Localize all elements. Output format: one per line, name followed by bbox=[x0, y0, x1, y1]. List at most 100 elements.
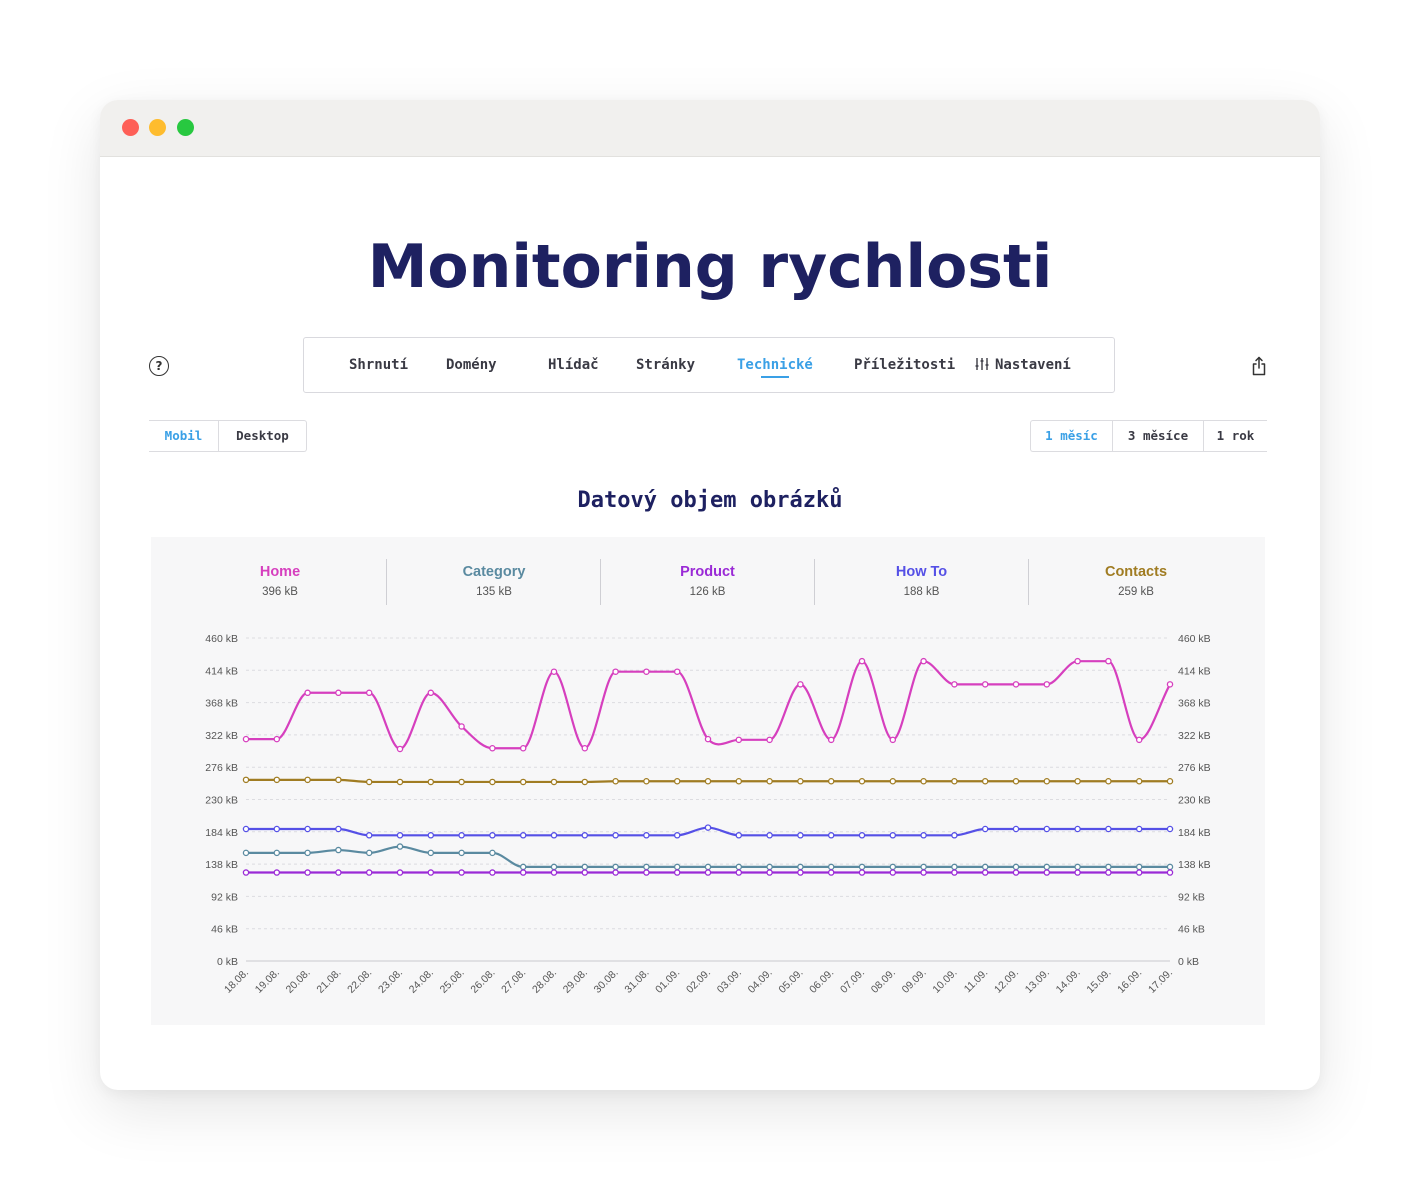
x-tick-label: 04.09. bbox=[746, 967, 775, 996]
data-point-how-to bbox=[643, 832, 650, 839]
legend-product[interactable]: Product 126 kB bbox=[601, 559, 814, 605]
data-point-category bbox=[951, 863, 958, 871]
x-tick-label: 21.08. bbox=[314, 967, 343, 996]
tab-nastaveni[interactable]: Nastavení bbox=[975, 338, 1071, 392]
x-tick-label: 06.09. bbox=[807, 967, 836, 996]
period-1-month-button[interactable]: 1 měsíc bbox=[1045, 428, 1098, 443]
data-point-how-to bbox=[1012, 825, 1020, 833]
legend-value: 396 kB bbox=[262, 586, 298, 598]
help-icon[interactable]: ? bbox=[149, 356, 169, 376]
data-point-contacts bbox=[242, 776, 250, 784]
data-point-product bbox=[550, 869, 558, 876]
y-tick-label-left: 276 kB bbox=[205, 762, 238, 774]
y-tick-label-left: 46 kB bbox=[211, 924, 238, 936]
data-point-how-to bbox=[889, 832, 897, 839]
x-tick-label: 10.09. bbox=[930, 967, 959, 996]
legend-name: Home bbox=[259, 564, 301, 580]
data-point-home bbox=[1074, 657, 1081, 665]
x-tick-label: 01.09. bbox=[653, 967, 682, 996]
y-tick-label-right: 46 kB bbox=[1178, 924, 1205, 936]
x-tick-label: 09.09. bbox=[900, 967, 929, 996]
data-point-home bbox=[920, 657, 927, 665]
tab-technicke[interactable]: Technické bbox=[737, 338, 813, 392]
data-point-home bbox=[673, 668, 681, 675]
data-point-category bbox=[735, 863, 743, 871]
device-desktop-button[interactable]: Desktop bbox=[218, 421, 306, 451]
page-title: Monitoring rychlosti bbox=[367, 232, 1053, 302]
tab-hlidac[interactable]: Hlídač bbox=[548, 338, 599, 392]
share-icon[interactable] bbox=[1251, 356, 1267, 376]
x-tick-label: 15.09. bbox=[1084, 967, 1113, 996]
data-point-contacts bbox=[427, 778, 435, 786]
data-point-home bbox=[396, 745, 404, 753]
data-point-contacts bbox=[735, 777, 743, 785]
x-tick-label: 17.09. bbox=[1146, 967, 1175, 996]
data-point-contacts bbox=[335, 776, 342, 784]
data-point-category bbox=[1043, 863, 1051, 871]
y-tick-label-left: 230 kB bbox=[205, 795, 238, 807]
active-tab-indicator bbox=[760, 376, 789, 378]
tab-label: Hlídač bbox=[548, 357, 599, 373]
y-tick-label-right: 138 kB bbox=[1178, 859, 1211, 871]
x-tick-label: 30.08. bbox=[592, 967, 621, 996]
maximize-window-button[interactable] bbox=[177, 119, 194, 136]
data-point-how-to bbox=[304, 825, 311, 833]
x-tick-label: 22.08. bbox=[345, 967, 374, 996]
tab-prilezitosti[interactable]: Příležitosti bbox=[854, 338, 955, 392]
tab-stranky[interactable]: Stránky bbox=[636, 338, 695, 392]
legend-how-to[interactable]: How To 188 kB bbox=[815, 559, 1028, 605]
data-point-product bbox=[951, 869, 958, 876]
x-tick-label: 08.09. bbox=[869, 967, 898, 996]
period-3-months-button[interactable]: 3 měsíce bbox=[1112, 421, 1203, 451]
legend-contacts[interactable]: Contacts 259 kB bbox=[1029, 559, 1243, 605]
data-point-product bbox=[643, 869, 650, 876]
data-point-contacts bbox=[1012, 777, 1020, 785]
data-point-contacts bbox=[458, 778, 465, 786]
data-point-home bbox=[889, 736, 897, 744]
x-tick-label: 11.09. bbox=[962, 967, 991, 996]
data-point-category bbox=[673, 863, 681, 871]
x-tick-label: 31.08. bbox=[622, 967, 651, 996]
data-point-product bbox=[981, 869, 989, 876]
legend-value: 188 kB bbox=[903, 586, 940, 598]
minimize-window-button[interactable] bbox=[149, 119, 166, 136]
chart-title: Datový objem obrázků bbox=[577, 488, 843, 513]
legend-name: Category bbox=[462, 564, 526, 580]
y-tick-label-right: 322 kB bbox=[1178, 730, 1211, 742]
data-point-contacts bbox=[889, 777, 897, 785]
legend-name: How To bbox=[895, 564, 948, 580]
data-point-category bbox=[519, 863, 527, 871]
data-point-home bbox=[858, 657, 866, 665]
data-point-contacts bbox=[273, 776, 281, 784]
period-1-year-button[interactable]: 1 rok bbox=[1203, 421, 1267, 451]
data-point-contacts bbox=[951, 777, 958, 785]
data-point-category bbox=[304, 849, 311, 857]
y-tick-label-right: 230 kB bbox=[1178, 795, 1211, 807]
tab-label: Technické bbox=[737, 357, 813, 373]
x-tick-label: 19.08. bbox=[253, 967, 282, 996]
data-point-how-to bbox=[396, 832, 404, 839]
data-point-product bbox=[797, 869, 804, 876]
data-point-how-to bbox=[704, 824, 712, 831]
legend-category[interactable]: Category 135 kB bbox=[387, 559, 601, 605]
data-point-how-to bbox=[427, 832, 435, 839]
tab-shrnuti[interactable]: Shrnutí bbox=[349, 338, 408, 392]
x-tick-label: 07.09. bbox=[838, 967, 867, 996]
x-tick-label: 05.09. bbox=[776, 967, 805, 996]
data-point-how-to bbox=[858, 832, 866, 839]
x-tick-label: 23.08. bbox=[376, 967, 405, 996]
legend-home[interactable]: Home 396 kB bbox=[173, 559, 387, 605]
data-point-product bbox=[519, 869, 527, 876]
data-point-how-to bbox=[920, 832, 927, 839]
data-point-category bbox=[273, 849, 281, 857]
x-tick-label: 20.08. bbox=[284, 967, 313, 996]
device-mobil-button[interactable]: Mobil bbox=[164, 428, 203, 443]
data-point-how-to bbox=[612, 832, 619, 839]
data-point-category bbox=[889, 863, 897, 871]
tab-domeny[interactable]: Domény bbox=[446, 338, 497, 392]
data-point-product bbox=[581, 869, 589, 876]
data-point-contacts bbox=[1135, 777, 1143, 785]
device-toggle: Mobil Desktop bbox=[149, 420, 307, 452]
y-tick-label-left: 322 kB bbox=[205, 730, 238, 742]
close-window-button[interactable] bbox=[122, 119, 139, 136]
